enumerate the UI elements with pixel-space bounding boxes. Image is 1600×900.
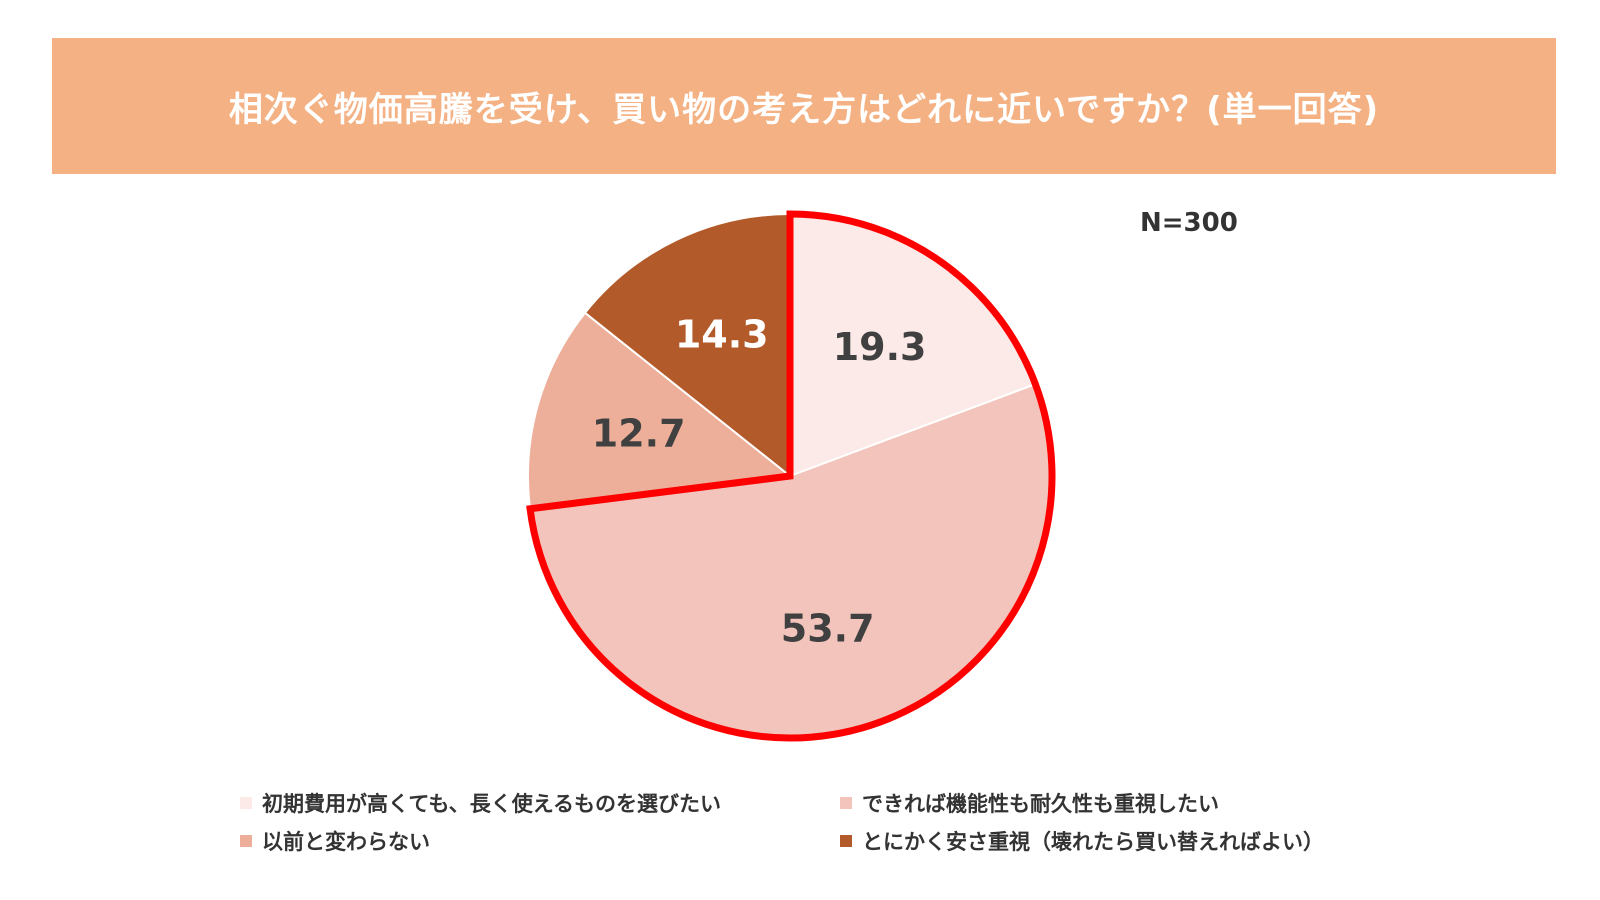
title-banner: 相次ぐ物価高騰を受け、買い物の考え方はどれに近いですか？(単一回答) [52,38,1556,174]
legend-swatch [240,835,252,847]
highlight-outline [526,210,1056,742]
legend-label: できれば機能性も耐久性も重視したい [862,792,1219,816]
legend-item: できれば機能性も耐久性も重視したい [840,790,1440,816]
pie-slice [583,212,791,479]
legend-swatch [840,835,852,847]
legend-item: とにかく安さ重視（壊れたら買い替えればよい） [840,828,1440,854]
legend-label: 初期費用が高くても、長く使えるものを選びたい [262,792,722,816]
chart-title: 相次ぐ物価高騰を受け、買い物の考え方はどれに近いですか？(単一回答) [228,89,1380,130]
sample-size-label: N=300 [1140,208,1238,238]
legend-label: 以前と変わらない [262,830,430,854]
pie-slice [527,311,793,510]
legend-item: 初期費用が高くても、長く使えるものを選びたい [240,790,840,816]
slice-value-label: 14.3 [675,312,769,356]
legend-label: とにかく安さ重視（壊れたら買い替えればよい） [862,830,1324,854]
legend-swatch [840,797,852,809]
legend-swatch [240,797,252,809]
legend: 初期費用が高くても、長く使えるものを選びたい できれば機能性も耐久性も重視したい… [240,790,1440,854]
slice-value-label: 19.3 [833,325,927,369]
slice-value-label: 12.7 [592,412,686,456]
legend-item: 以前と変わらない [240,828,840,854]
slice-value-label: 53.7 [781,607,875,651]
